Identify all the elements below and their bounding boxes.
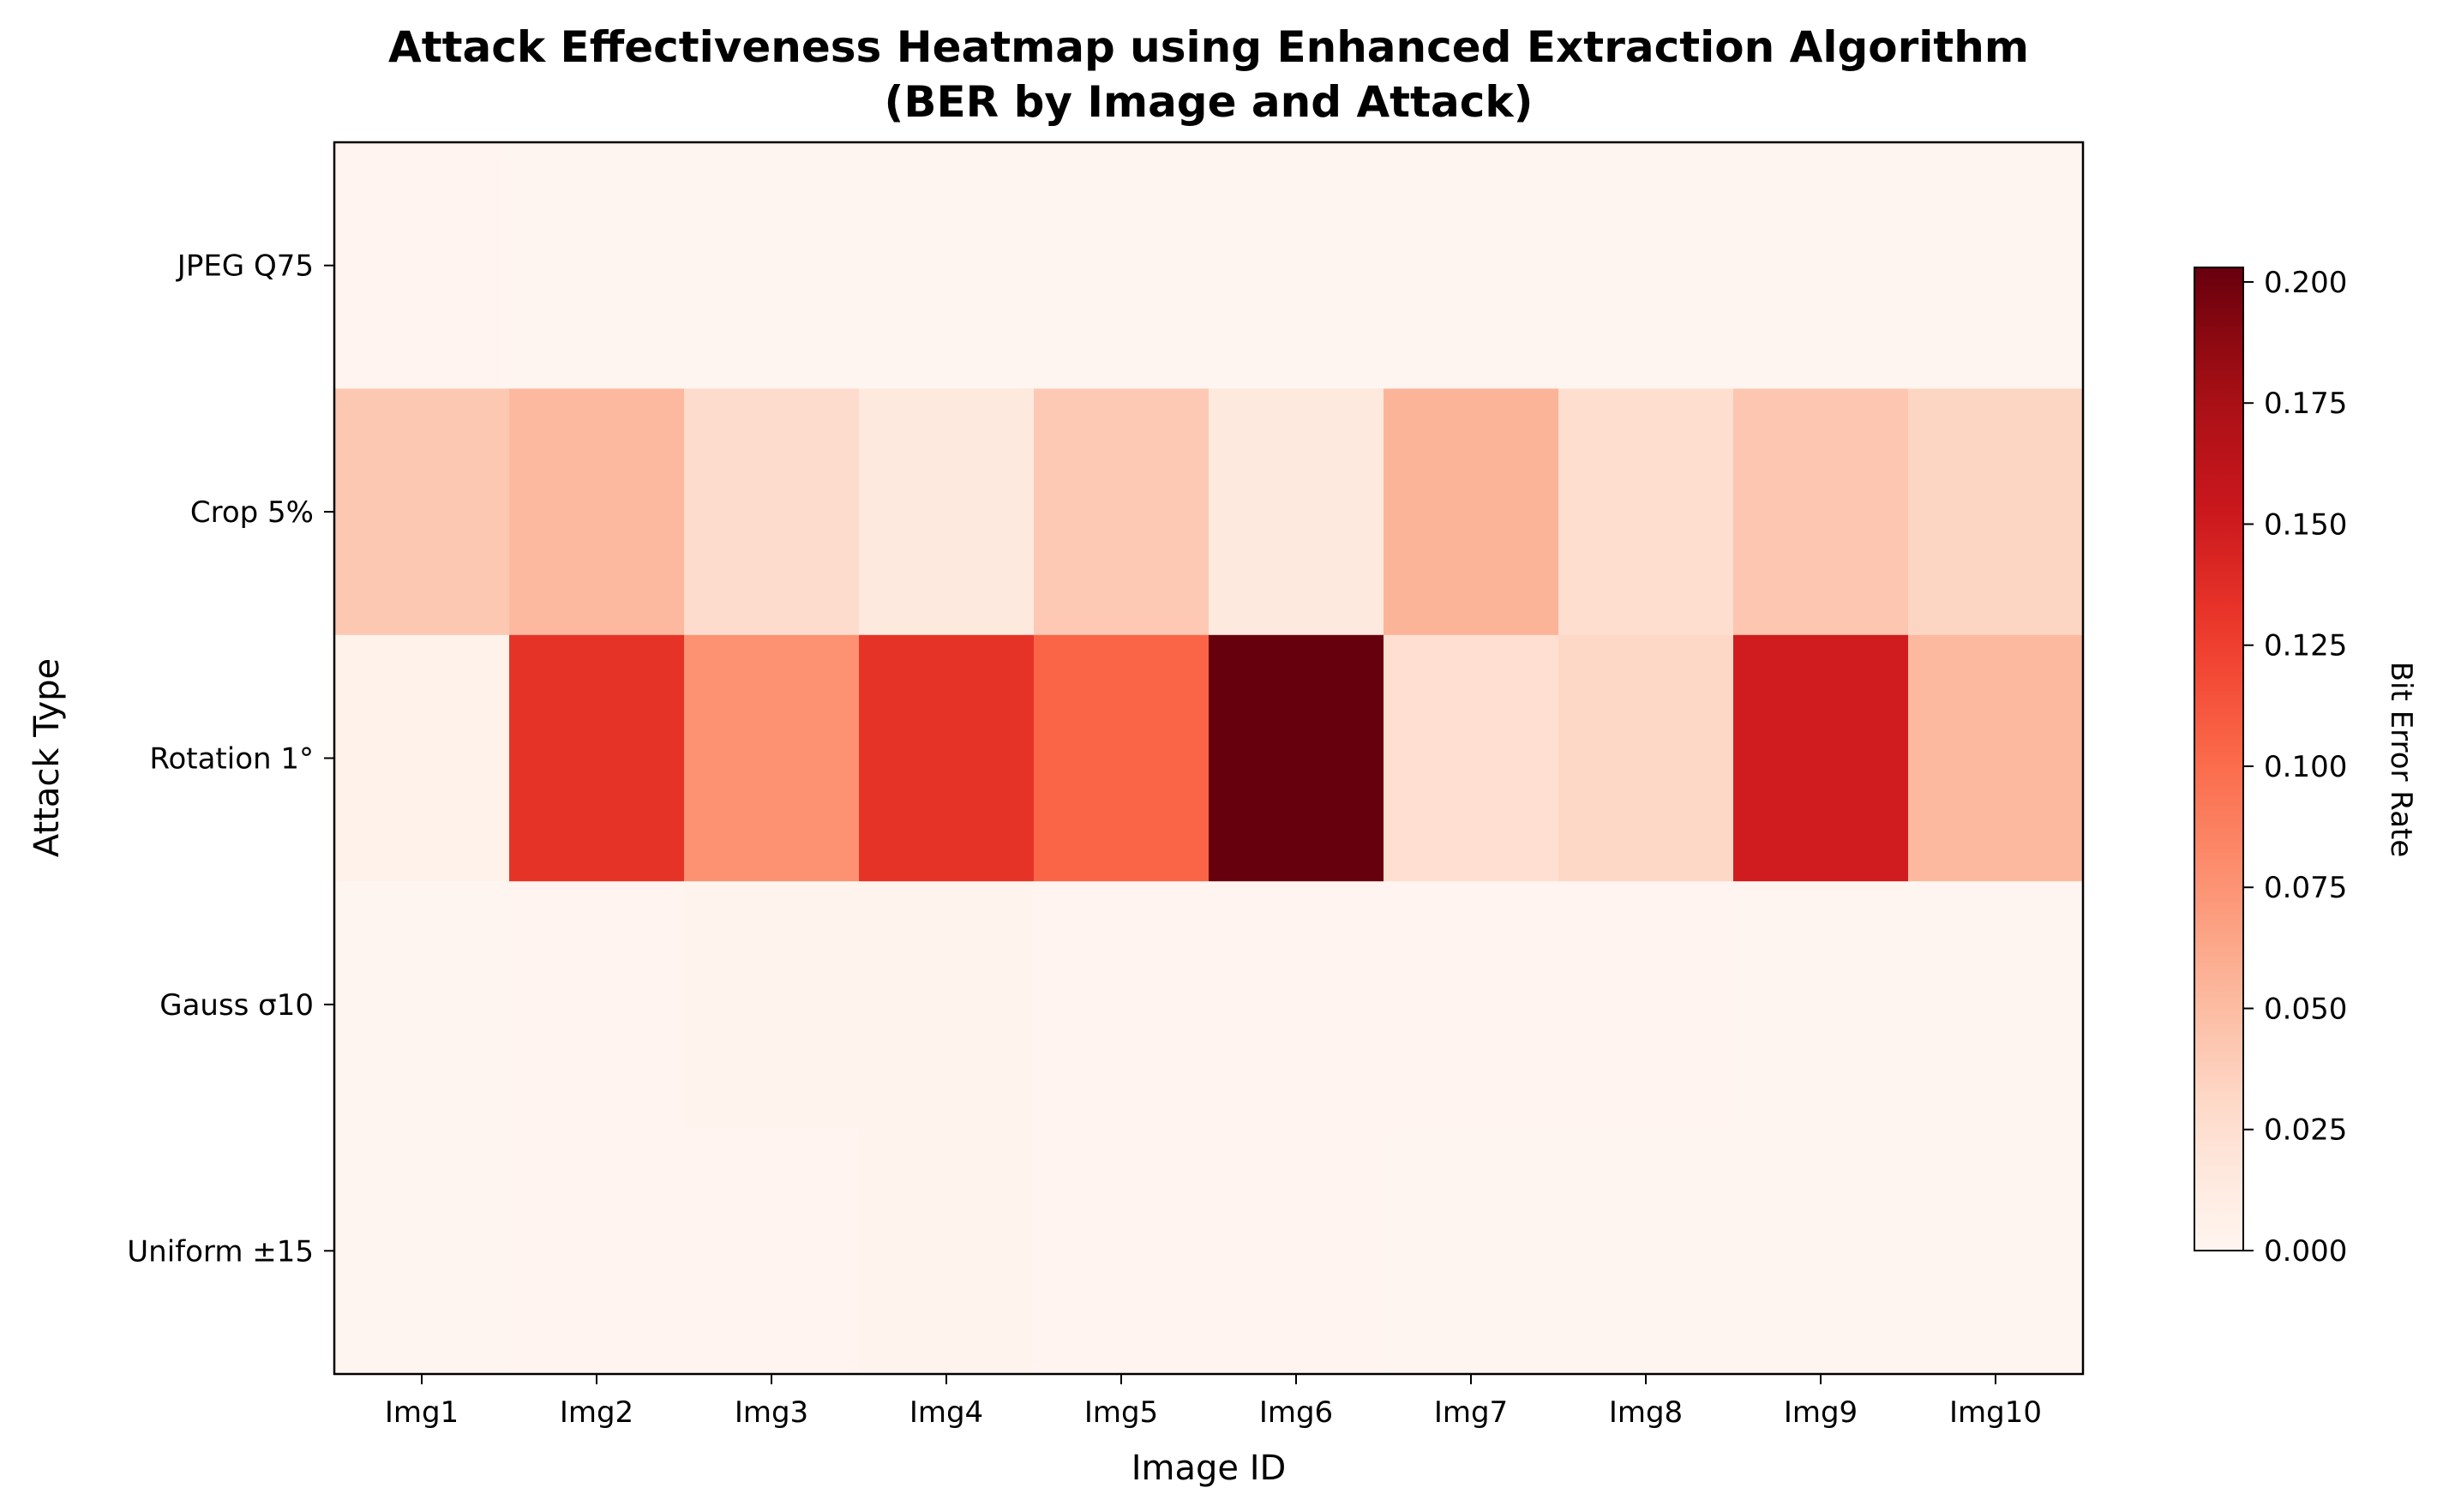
colorbar-tick-label: 0.100 [2264, 750, 2347, 784]
x-tick-label: Img1 [385, 1395, 459, 1430]
y-axis-label: Attack Type [27, 658, 67, 857]
heatmap-cell [509, 142, 685, 389]
colorbar-tick-label: 0.025 [2264, 1113, 2347, 1148]
heatmap-cell [1733, 142, 1909, 389]
heatmap-cell [1733, 881, 1909, 1129]
heatmap-cell [1558, 142, 1734, 389]
heatmap-cell [859, 881, 1035, 1129]
y-axis-ticks: JPEG Q75 Crop 5% Rotation 1° Gauss σ10 Unifo… [127, 249, 334, 1269]
x-tick-label: Img7 [1434, 1395, 1508, 1430]
colorbar-tick-label: 0.075 [2264, 871, 2347, 905]
heatmap-cell [1034, 634, 1209, 882]
heatmap-cells [334, 142, 2084, 1375]
heatmap-cell [684, 881, 860, 1129]
y-tick-label: Gauss σ10 [159, 988, 314, 1023]
x-tick-label: Img6 [1259, 1395, 1333, 1430]
heatmap-cell [859, 388, 1035, 636]
heatmap-cell [1558, 634, 1734, 882]
x-tick-label: Img5 [1084, 1395, 1158, 1430]
heatmap-cell [859, 634, 1035, 882]
heatmap-cell [1209, 388, 1384, 636]
heatmap-cell [1908, 142, 2084, 389]
heatmap-cell [1209, 634, 1384, 882]
colorbar-tick-label: 0.200 [2264, 266, 2347, 300]
heatmap-cell [1034, 388, 1209, 636]
heatmap-cell [334, 634, 510, 882]
heatmap-cell [1384, 881, 1559, 1129]
colorbar-tick-label: 0.050 [2264, 992, 2347, 1026]
heatmap-cell [1034, 142, 1209, 389]
colorbar-tick-label: 0.000 [2264, 1234, 2347, 1269]
heatmap-cell [1908, 1127, 2084, 1375]
heatmap-cell [1908, 388, 2084, 636]
heatmap-cell [684, 388, 860, 636]
x-axis-label: Image ID [1131, 1449, 1287, 1488]
heatmap-cell [509, 1127, 685, 1375]
heatmap-cell [1733, 634, 1909, 882]
chart-title-line1: Attack Effectiveness Heatmap using Enhan… [388, 22, 2029, 72]
x-axis-ticks: Img1 Img2 Img3 Img4 Img5 Img6 Img7 Img8 Img9 Img1… [385, 1374, 2042, 1430]
heatmap-cell [334, 142, 510, 389]
x-tick-label: Img2 [560, 1395, 633, 1430]
heatmap-cell [1558, 388, 1734, 636]
heatmap-cell [1209, 1127, 1384, 1375]
heatmap-cell [1384, 388, 1559, 636]
colorbar-tick-label: 0.125 [2264, 629, 2347, 663]
heatmap-cell [1733, 388, 1909, 636]
heatmap-cell [1384, 634, 1559, 882]
heatmap-cell [509, 634, 685, 882]
colorbar [2194, 267, 2244, 1251]
heatmap-cell [1908, 881, 2084, 1129]
colorbar-tick-label: 0.150 [2264, 507, 2347, 542]
heatmap-cell [859, 142, 1035, 389]
colorbar-ticks: 0.000 0.025 0.050 0.075 0.100 0.125 0.150 0.175… [2243, 266, 2347, 1269]
heatmap-cell [1558, 1127, 1734, 1375]
y-tick-label: JPEG Q75 [176, 249, 314, 284]
y-tick-label: Rotation 1° [149, 742, 314, 777]
heatmap-cell [334, 1127, 510, 1375]
heatmap-cell [1384, 1127, 1559, 1375]
x-tick-label: Img4 [909, 1395, 983, 1430]
heatmap-cell [1209, 142, 1384, 389]
heatmap-cell [859, 1127, 1035, 1375]
heatmap-cell [684, 634, 860, 882]
x-tick-label: Img9 [1784, 1395, 1858, 1430]
x-tick-label: Img3 [735, 1395, 808, 1430]
heatmap-cell [1558, 881, 1734, 1129]
heatmap-cell [1034, 1127, 1209, 1375]
colorbar-label: Bit Error Rate [2384, 662, 2418, 858]
heatmap-cell [509, 881, 685, 1129]
heatmap-cell [1209, 881, 1384, 1129]
y-tick-label: Uniform ±15 [127, 1234, 314, 1269]
heatmap-cell [334, 388, 510, 636]
heatmap-cell [1908, 634, 2084, 882]
chart-title-line2: (BER by Image and Attack) [885, 77, 1534, 127]
heatmap-cell [1034, 881, 1209, 1129]
x-tick-label: Img8 [1609, 1395, 1683, 1430]
heatmap-cell [334, 881, 510, 1129]
heatmap-cell [684, 142, 860, 389]
heatmap-cell [684, 1127, 860, 1375]
colorbar-tick-label: 0.175 [2264, 387, 2347, 421]
y-tick-label: Crop 5% [190, 495, 314, 530]
x-tick-label: Img10 [1949, 1395, 2042, 1430]
heatmap-cell [1384, 142, 1559, 389]
heatmap-cell [509, 388, 685, 636]
heatmap-cell [1733, 1127, 1909, 1375]
